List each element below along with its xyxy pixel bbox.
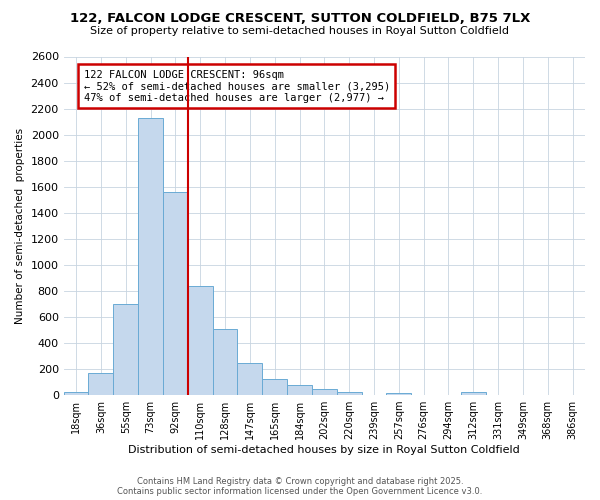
Bar — [113, 304, 138, 395]
Bar — [312, 389, 337, 395]
Bar — [238, 362, 262, 395]
Text: 122, FALCON LODGE CRESCENT, SUTTON COLDFIELD, B75 7LX: 122, FALCON LODGE CRESCENT, SUTTON COLDF… — [70, 12, 530, 26]
Y-axis label: Number of semi-detached  properties: Number of semi-detached properties — [15, 128, 25, 324]
Bar — [287, 386, 312, 395]
Bar — [188, 286, 212, 395]
Bar — [212, 328, 238, 395]
Bar — [88, 373, 113, 395]
Bar — [64, 392, 88, 395]
X-axis label: Distribution of semi-detached houses by size in Royal Sutton Coldfield: Distribution of semi-detached houses by … — [128, 445, 520, 455]
Text: 122 FALCON LODGE CRESCENT: 96sqm
← 52% of semi-detached houses are smaller (3,29: 122 FALCON LODGE CRESCENT: 96sqm ← 52% o… — [83, 70, 390, 102]
Bar — [461, 392, 485, 395]
Bar — [386, 393, 411, 395]
Bar — [337, 392, 362, 395]
Bar — [138, 118, 163, 395]
Text: Contains HM Land Registry data © Crown copyright and database right 2025.
Contai: Contains HM Land Registry data © Crown c… — [118, 476, 482, 496]
Bar — [163, 192, 188, 395]
Text: Size of property relative to semi-detached houses in Royal Sutton Coldfield: Size of property relative to semi-detach… — [91, 26, 509, 36]
Bar — [262, 380, 287, 395]
